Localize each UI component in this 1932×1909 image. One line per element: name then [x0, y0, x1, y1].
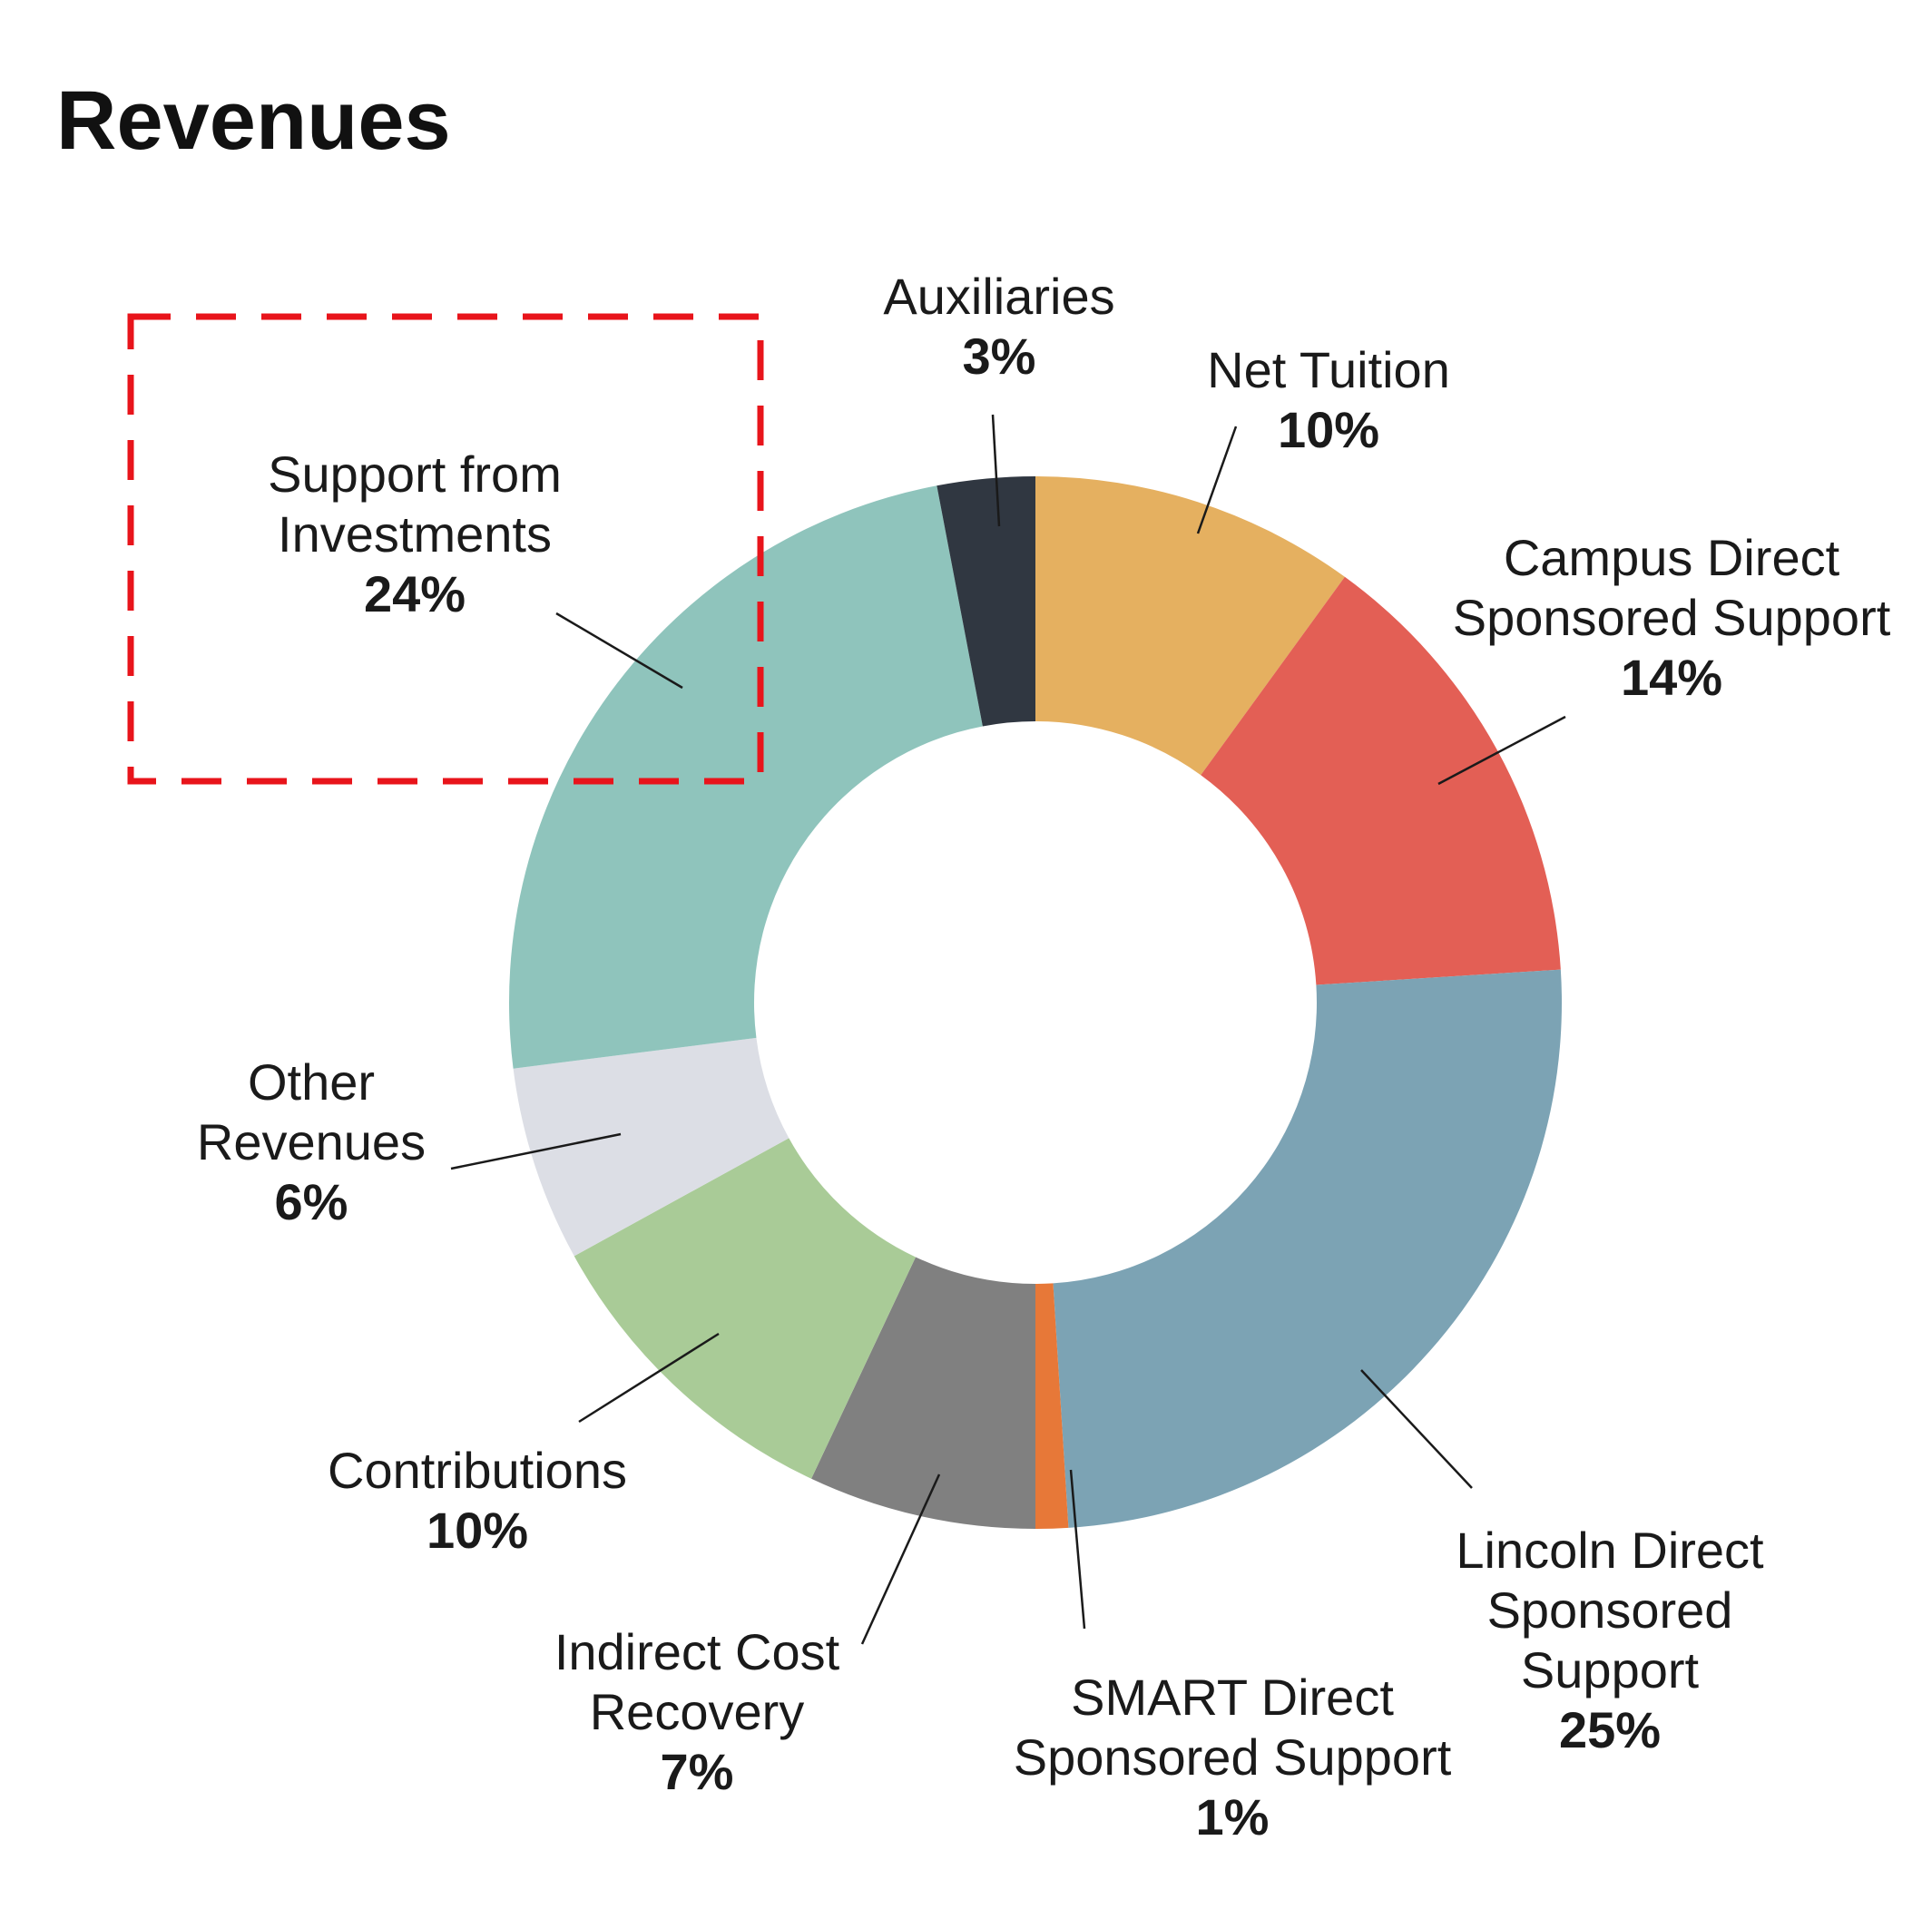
label-name-campus-direct-sponsored-support-1: Sponsored Support [1453, 589, 1891, 646]
label-pct-other-revenues: 6% [275, 1173, 348, 1230]
highlight-box [127, 313, 764, 785]
label-name-auxiliaries-0: Auxiliaries [883, 268, 1114, 325]
label-name-campus-direct-sponsored-support-0: Campus Direct [1504, 529, 1840, 586]
leader-campus-direct-sponsored-support [1437, 715, 1566, 786]
leader-auxiliaries [991, 414, 1001, 527]
label-name-other-revenues-1: Revenues [197, 1113, 426, 1170]
leader-net-tuition [1196, 426, 1238, 534]
label-pct-smart-direct-sponsored-support: 1% [1196, 1788, 1270, 1845]
leader-smart-direct-sponsored-support [1069, 1469, 1086, 1630]
label-name-indirect-cost-recovery-1: Recovery [590, 1683, 805, 1740]
slice-smart-direct-sponsored-support [1035, 1283, 1069, 1529]
label-pct-contributions: 10% [427, 1502, 528, 1559]
slice-other-revenues [513, 1037, 789, 1257]
leader-other-revenues [450, 1132, 622, 1170]
label-pct-lincoln-direct-sponsored-support: 25% [1559, 1701, 1661, 1758]
donut-slices [508, 476, 1562, 1529]
leader-support-from-investments [555, 612, 683, 690]
label-name-contributions-0: Contributions [328, 1442, 627, 1499]
label-pct-auxiliaries: 3% [963, 328, 1036, 385]
label-pct-campus-direct-sponsored-support: 14% [1621, 649, 1722, 706]
slice-campus-direct-sponsored-support [1201, 576, 1561, 985]
slice-net-tuition [1035, 476, 1345, 776]
slice-lincoln-direct-sponsored-support [1053, 969, 1562, 1528]
label-name-lincoln-direct-sponsored-support-1: Sponsored [1487, 1581, 1733, 1639]
label-pct-net-tuition: 10% [1278, 401, 1379, 458]
chart-title: Revenues [56, 74, 451, 167]
label-name-net-tuition-0: Net Tuition [1207, 341, 1450, 398]
label-name-support-from-investments-1: Investments [278, 505, 552, 563]
leader-lines [450, 414, 1566, 1645]
slice-support-from-investments [508, 485, 983, 1069]
label-name-smart-direct-sponsored-support-0: SMART Direct [1071, 1669, 1394, 1726]
label-name-smart-direct-sponsored-support-1: Sponsored Support [1014, 1728, 1452, 1786]
label-pct-indirect-cost-recovery: 7% [661, 1743, 734, 1800]
slice-indirect-cost-recovery [811, 1257, 1035, 1529]
slice-contributions [574, 1138, 917, 1479]
label-name-indirect-cost-recovery-0: Indirect Cost [554, 1623, 840, 1680]
label-name-support-from-investments-0: Support from [268, 445, 562, 503]
leader-contributions [578, 1332, 720, 1424]
label-name-lincoln-direct-sponsored-support-2: Support [1521, 1641, 1700, 1699]
leader-indirect-cost-recovery [860, 1473, 941, 1645]
label-name-lincoln-direct-sponsored-support-0: Lincoln Direct [1456, 1522, 1764, 1579]
leader-lincoln-direct-sponsored-support [1360, 1369, 1473, 1489]
slice-auxiliaries [937, 476, 1035, 727]
label-pct-support-from-investments: 24% [364, 565, 466, 622]
label-name-other-revenues-0: Other [248, 1053, 375, 1111]
